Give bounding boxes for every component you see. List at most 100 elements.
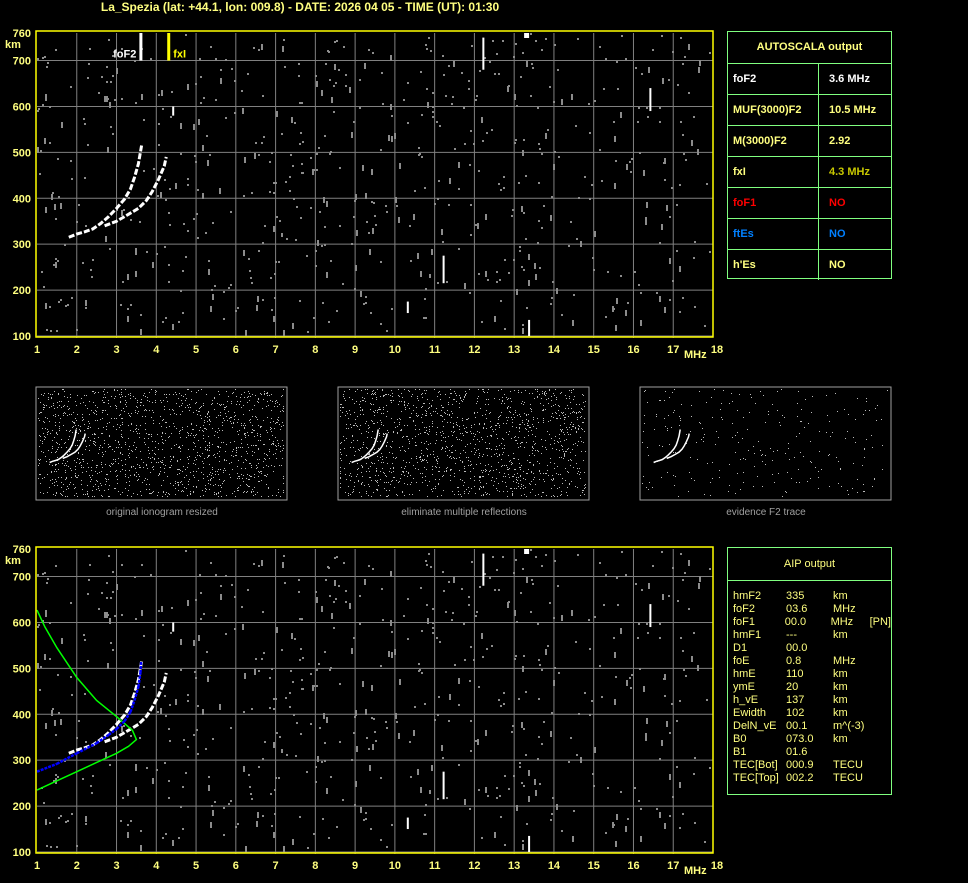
noise-pixel	[60, 418, 61, 419]
noise-pixel	[327, 50, 329, 52]
noise-pixel	[444, 471, 445, 472]
noise-pixel	[351, 476, 352, 477]
noise-pixel	[502, 448, 503, 449]
noise-pixel	[428, 444, 429, 445]
noise-pixel	[684, 572, 686, 574]
noise-pixel	[273, 421, 274, 422]
param-value: NO	[829, 259, 846, 271]
noise-pixel	[563, 415, 564, 416]
noise-pixel	[483, 495, 484, 496]
noise-pixel	[545, 133, 547, 139]
noise-pixel	[69, 484, 70, 485]
noise-pixel	[513, 414, 514, 415]
noise-pixel	[424, 187, 426, 189]
noise-pixel	[162, 108, 164, 110]
noise-pixel	[252, 416, 253, 417]
noise-pixel	[164, 468, 165, 469]
noise-pixel	[212, 294, 214, 300]
noise-pixel	[90, 477, 91, 478]
noise-pixel	[298, 75, 300, 77]
noise-pixel	[522, 422, 523, 423]
noise-pixel	[162, 449, 163, 450]
noise-pixel	[55, 414, 56, 415]
noise-pixel	[492, 556, 494, 558]
noise-pixel	[380, 261, 382, 263]
noise-pixel	[237, 401, 238, 402]
noise-pixel	[656, 414, 657, 415]
noise-pixel	[219, 188, 221, 194]
noise-pixel	[330, 260, 332, 262]
noise-pixel	[273, 441, 274, 442]
noise-pixel	[210, 822, 212, 828]
noise-pixel	[391, 481, 392, 482]
noise-pixel	[381, 588, 383, 590]
noise-pixel	[672, 51, 674, 53]
noise-pixel	[282, 395, 283, 396]
noise-pixel	[220, 78, 222, 84]
noise-pixel	[61, 407, 62, 408]
noise-pixel	[800, 452, 801, 453]
noise-pixel	[368, 565, 370, 567]
noise-pixel	[101, 592, 103, 594]
noise-pixel	[214, 435, 215, 436]
noise-pixel	[241, 468, 242, 469]
noise-pixel	[231, 68, 233, 70]
noise-pixel	[315, 781, 317, 783]
noise-pixel	[419, 389, 420, 390]
echo-trace	[104, 672, 168, 744]
noise-pixel	[84, 693, 86, 695]
x-tick-label: 2	[74, 860, 80, 872]
noise-pixel	[551, 496, 552, 497]
noise-pixel	[196, 486, 197, 487]
noise-pixel	[510, 398, 511, 399]
noise-pixel	[414, 190, 416, 192]
autoscala-row: ftEs NO	[728, 219, 891, 250]
noise-pixel	[534, 263, 536, 269]
noise-pixel	[358, 480, 359, 481]
noise-pixel	[79, 463, 80, 464]
noise-pixel	[381, 72, 383, 74]
noise-pixel	[469, 292, 471, 294]
noise-pixel	[42, 428, 43, 429]
noise-pixel	[478, 273, 480, 275]
noise-pixel	[298, 591, 300, 593]
noise-pixel	[425, 393, 426, 394]
noise-pixel	[300, 648, 302, 650]
noise-pixel	[372, 398, 373, 399]
noise-pixel	[77, 496, 78, 497]
noise-pixel	[210, 306, 212, 312]
noise-pixel	[567, 487, 568, 488]
noise-pixel	[804, 427, 805, 428]
noise-pixel	[40, 459, 41, 460]
noise-pixel	[551, 712, 553, 714]
noise-pixel	[273, 832, 275, 838]
noise-pixel	[53, 780, 55, 782]
noise-pixel	[533, 473, 534, 474]
noise-pixel	[310, 673, 312, 675]
noise-pixel	[579, 468, 580, 469]
x-tick-label: 7	[273, 344, 279, 356]
noise-pixel	[183, 491, 184, 492]
noise-pixel	[392, 396, 393, 397]
noise-pixel	[421, 114, 423, 116]
noise-pixel	[115, 405, 116, 406]
noise-pixel	[163, 492, 164, 493]
noise-pixel	[436, 434, 437, 435]
noise-pixel	[95, 445, 96, 446]
noise-pixel	[266, 484, 267, 485]
noise-pixel	[682, 63, 684, 65]
noise-pixel	[275, 445, 276, 446]
noise-pixel	[462, 420, 463, 421]
noise-pixel	[662, 594, 664, 600]
noise-pixel	[470, 204, 472, 206]
noise-pixel	[464, 491, 465, 492]
noise-pixel	[186, 488, 187, 489]
noise-pixel	[545, 473, 546, 474]
noise-pixel	[275, 453, 276, 454]
noise-pixel	[567, 429, 568, 430]
noise-pixel	[777, 391, 778, 392]
noise-pixel	[490, 421, 491, 422]
noise-pixel	[205, 416, 206, 417]
noise-pixel	[494, 832, 496, 838]
noise-pixel	[522, 666, 524, 672]
